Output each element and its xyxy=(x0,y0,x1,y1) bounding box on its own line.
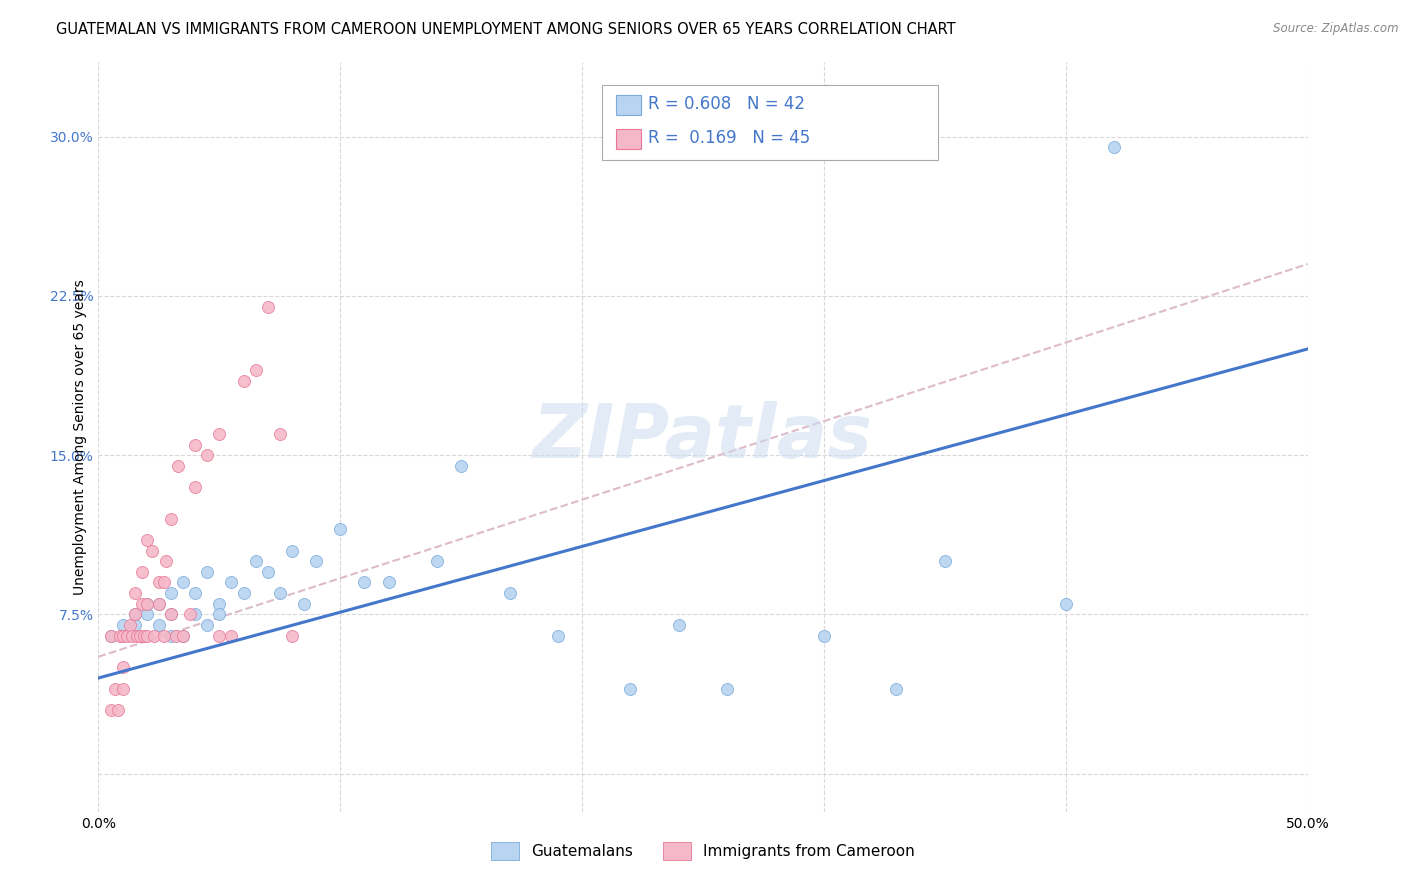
Point xyxy=(160,586,183,600)
Point xyxy=(184,607,207,622)
Point xyxy=(426,554,449,568)
Point xyxy=(141,543,163,558)
Point xyxy=(131,597,153,611)
Point xyxy=(256,565,278,579)
Point xyxy=(195,618,218,632)
Point xyxy=(184,480,207,494)
Point xyxy=(155,554,177,568)
Point xyxy=(208,628,231,642)
Point xyxy=(135,607,157,622)
Point xyxy=(111,681,134,696)
Point xyxy=(160,512,183,526)
Point xyxy=(377,575,399,590)
Point xyxy=(160,628,183,642)
Point xyxy=(179,607,201,622)
Point xyxy=(292,597,315,611)
Point xyxy=(256,300,278,314)
Point xyxy=(152,628,174,642)
Point xyxy=(172,628,194,642)
Y-axis label: Unemployment Among Seniors over 65 years: Unemployment Among Seniors over 65 years xyxy=(73,279,87,595)
Point xyxy=(160,607,183,622)
Point xyxy=(108,628,131,642)
Point xyxy=(100,628,122,642)
Point xyxy=(281,628,304,642)
Point xyxy=(148,597,170,611)
Text: Source: ZipAtlas.com: Source: ZipAtlas.com xyxy=(1274,22,1399,36)
Point xyxy=(135,597,157,611)
Point xyxy=(353,575,375,590)
Point xyxy=(208,597,231,611)
Point xyxy=(152,575,174,590)
Point xyxy=(208,426,231,441)
Text: GUATEMALAN VS IMMIGRANTS FROM CAMEROON UNEMPLOYMENT AMONG SENIORS OVER 65 YEARS : GUATEMALAN VS IMMIGRANTS FROM CAMEROON U… xyxy=(56,22,956,37)
Point xyxy=(165,628,187,642)
Point xyxy=(813,628,835,642)
Point xyxy=(305,554,328,568)
Point xyxy=(1102,140,1125,154)
Point xyxy=(124,607,146,622)
Point xyxy=(148,597,170,611)
Point xyxy=(221,628,243,642)
Point xyxy=(121,628,143,642)
Point xyxy=(107,703,129,717)
Point xyxy=(245,363,267,377)
Point xyxy=(498,586,520,600)
Point xyxy=(111,660,134,674)
Point xyxy=(124,607,146,622)
Point xyxy=(172,628,194,642)
Point xyxy=(184,586,207,600)
Point xyxy=(143,628,166,642)
Point xyxy=(118,618,141,632)
Point xyxy=(172,575,194,590)
Point xyxy=(100,628,122,642)
Point xyxy=(716,681,738,696)
Point xyxy=(135,628,157,642)
Point xyxy=(195,448,218,462)
Point xyxy=(195,565,218,579)
Text: R = 0.608   N = 42: R = 0.608 N = 42 xyxy=(648,95,806,113)
Point xyxy=(668,618,690,632)
Point xyxy=(208,607,231,622)
Point xyxy=(886,681,908,696)
Point xyxy=(450,458,472,473)
Point xyxy=(148,618,170,632)
Text: R =  0.169   N = 45: R = 0.169 N = 45 xyxy=(648,129,810,147)
Point xyxy=(148,575,170,590)
Point xyxy=(619,681,641,696)
Point xyxy=(134,628,156,642)
Point xyxy=(127,628,149,642)
Point xyxy=(1054,597,1077,611)
Point xyxy=(232,374,254,388)
Point xyxy=(124,618,146,632)
Point xyxy=(111,618,134,632)
Point xyxy=(547,628,569,642)
Point xyxy=(232,586,254,600)
Text: ZIPatlas: ZIPatlas xyxy=(533,401,873,474)
Point xyxy=(160,607,183,622)
Point xyxy=(934,554,956,568)
Point xyxy=(117,628,139,642)
Point xyxy=(100,703,122,717)
Point xyxy=(281,543,304,558)
Point xyxy=(128,628,150,642)
Point xyxy=(135,597,157,611)
Point xyxy=(269,586,291,600)
Point xyxy=(269,426,291,441)
Point xyxy=(104,681,127,696)
Point xyxy=(135,533,157,547)
Point xyxy=(111,628,134,642)
Point xyxy=(245,554,267,568)
Point xyxy=(124,586,146,600)
Point xyxy=(221,575,243,590)
Point xyxy=(131,565,153,579)
Point xyxy=(184,437,207,451)
Point xyxy=(329,523,352,537)
Legend: Guatemalans, Immigrants from Cameroon: Guatemalans, Immigrants from Cameroon xyxy=(491,842,915,860)
Point xyxy=(167,458,190,473)
